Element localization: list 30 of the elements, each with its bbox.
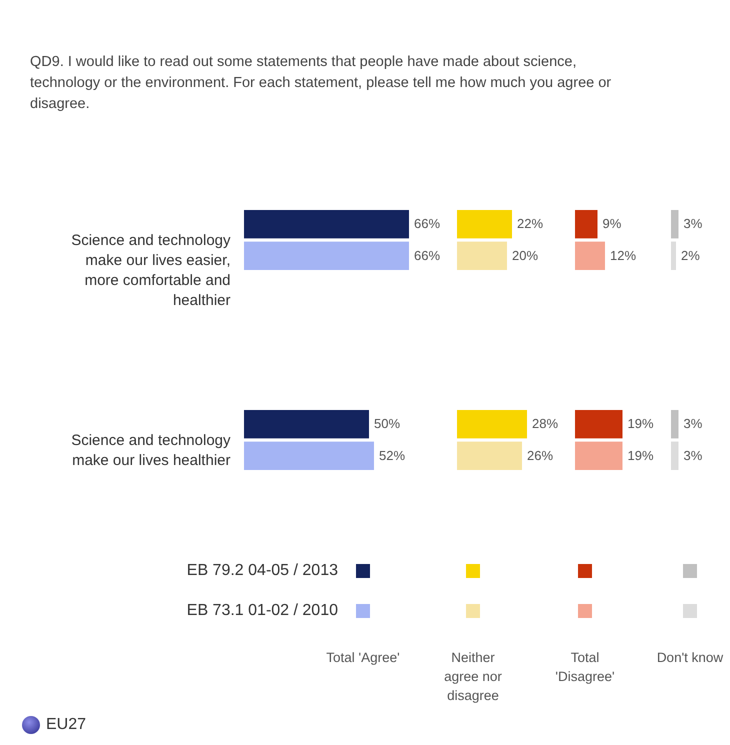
data-label: 3%: [684, 216, 703, 232]
data-label: 20%: [512, 248, 538, 263]
x-axis-title: Neither agree nor disagree: [443, 649, 503, 705]
x-axis-title: Don't know: [656, 649, 724, 667]
data-label: 50%: [374, 416, 400, 432]
x-axis-title: Total 'Disagree': [554, 649, 616, 686]
legend-label: EB 73.1 01-02 / 2010: [186, 602, 338, 620]
y-tick-label: Science and technology make our lives easier, more comfortable and healthier: [71, 232, 231, 309]
data-label: 19%: [628, 448, 654, 463]
data-label: 2%: [681, 248, 700, 263]
bar: [457, 242, 507, 270]
data-label: 3%: [684, 448, 703, 463]
data-label: 66%: [414, 216, 440, 232]
data-label: 9%: [602, 216, 622, 232]
data-label: 22%: [517, 216, 544, 232]
data-label: 12%: [610, 248, 636, 263]
data-label: 52%: [379, 448, 406, 463]
data-label: 66%: [414, 248, 440, 263]
x-axis-title: Total 'Agree': [325, 649, 401, 667]
chart-title: QD9. I would like to read out some statements that people have made about science, technology or the environment. For each statement, please tell me how much you agree or disagree.: [30, 53, 612, 114]
data-label: 19%: [628, 416, 654, 432]
y-tick-label: Science and technology make our lives healthier: [71, 432, 231, 469]
data-label: 28%: [532, 416, 558, 432]
data-label: 3%: [684, 416, 703, 432]
bar: [457, 442, 522, 470]
text: EU27: [46, 716, 86, 734]
bar: [457, 210, 512, 238]
legend-label: EB 79.2 04-05 / 2013: [186, 562, 338, 580]
data-label: 26%: [527, 448, 554, 463]
bar: [457, 410, 527, 438]
